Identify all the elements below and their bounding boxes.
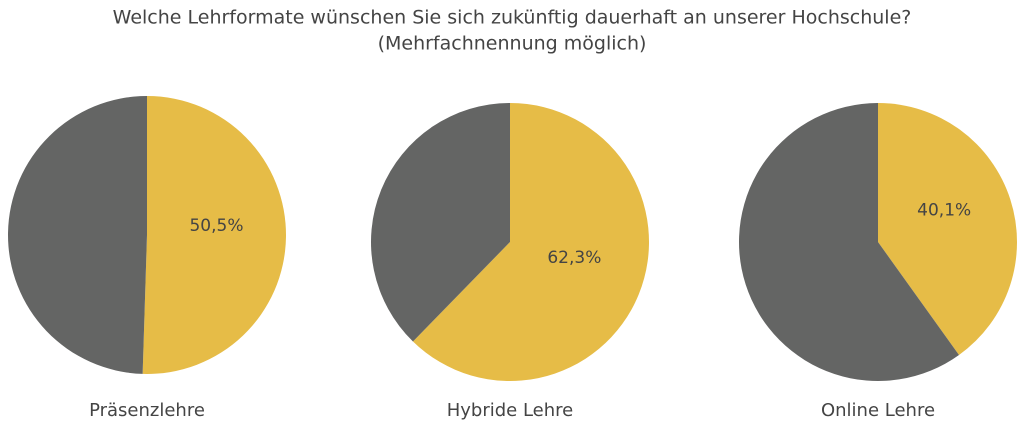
pie-slice bbox=[7, 96, 147, 374]
pie-slice bbox=[878, 103, 1017, 355]
pie-slice bbox=[739, 103, 959, 382]
value-label: 40,1% bbox=[917, 201, 971, 221]
pie-title: Präsenzlehre bbox=[89, 400, 205, 421]
value-label: 50,5% bbox=[189, 216, 243, 236]
pie-slice bbox=[371, 103, 510, 342]
pie-slice bbox=[142, 96, 286, 374]
pie-title: Hybride Lehre bbox=[447, 400, 574, 421]
pie-slice bbox=[412, 103, 649, 381]
pie-title: Online Lehre bbox=[821, 400, 935, 421]
chart-title: Welche Lehrformate wünschen Sie sich zuk… bbox=[113, 7, 912, 29]
value-label: 62,3% bbox=[547, 248, 601, 268]
chart-subtitle: (Mehrfachnennung möglich) bbox=[378, 33, 647, 55]
